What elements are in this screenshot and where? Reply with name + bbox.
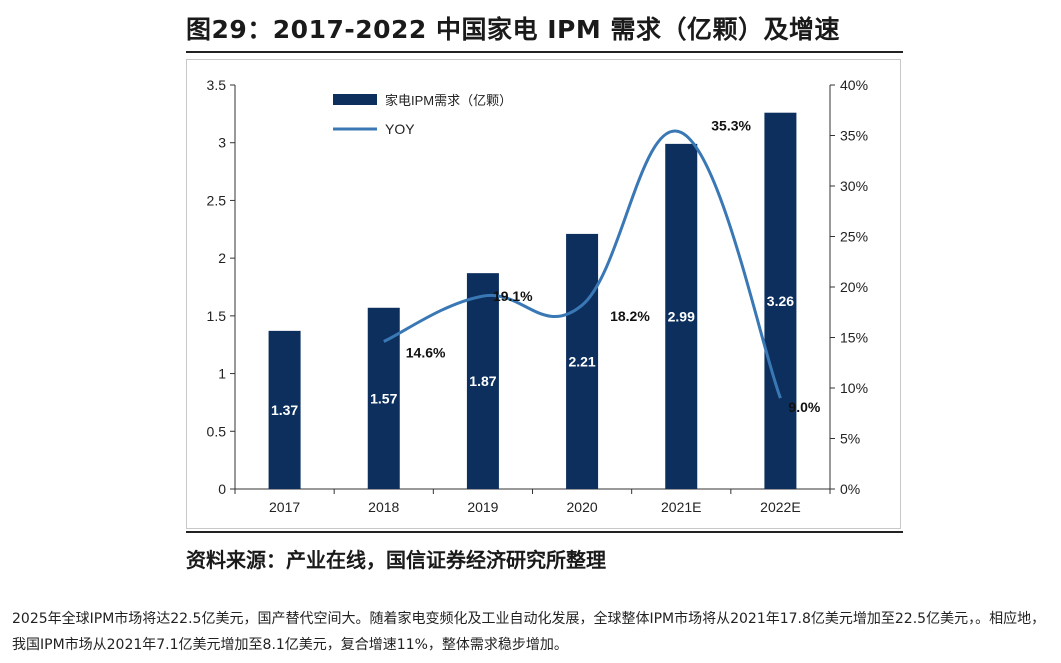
left-axis-tick-label: 1 <box>218 366 226 382</box>
chart-svg: 0 0.5 1 1.5 2 2.5 3 3.5 0% 5% 10% 15% 20% 25% 30% 35% 40… <box>207 77 869 515</box>
figure-title: 图29：2017-2022 中国家电 IPM 需求（亿颗）及增速 <box>186 15 840 44</box>
bar <box>268 330 301 489</box>
yoy-value-label: 19.1% <box>493 288 533 304</box>
bar-value-label: 3.26 <box>767 293 794 309</box>
axes: 0 0.5 1 1.5 2 2.5 3 3.5 0% 5% 10% 15% 20% 25% 30% 35% 40… <box>207 77 869 515</box>
title-divider <box>186 51 903 53</box>
right-axis-tick-label: 15% <box>840 330 868 346</box>
bar-value-label: 2.99 <box>668 308 695 324</box>
left-axis-tick-label: 3 <box>218 135 226 151</box>
bar-value-label: 2.21 <box>568 353 595 369</box>
yoy-value-label: 35.3% <box>711 117 751 133</box>
x-axis-tick-label: 2020 <box>567 499 598 515</box>
source-note: 资料来源：产业在线，国信证券经济研究所整理 <box>186 548 606 572</box>
left-axis-tick-label: 1.5 <box>207 308 227 324</box>
left-axis-tick-label: 0.5 <box>207 423 227 439</box>
legend-bar-label: 家电IPM需求（亿颗） <box>385 93 512 108</box>
body-paragraph: 2025年全球IPM市场将达22.5亿美元，国产替代空间大。随着家电变频化及工业… <box>12 611 1046 653</box>
x-axis-tick-label: 2018 <box>368 499 399 515</box>
bar <box>466 273 499 489</box>
yoy-value-label: 18.2% <box>610 308 650 324</box>
x-axis-tick-label: 2022E <box>760 499 800 515</box>
left-axis-tick-label: 3.5 <box>207 77 227 93</box>
right-axis-tick-label: 30% <box>840 178 868 194</box>
right-axis-tick-label: 0% <box>840 481 860 497</box>
x-axis-tick-label: 2017 <box>269 499 300 515</box>
right-axis-tick-label: 5% <box>840 431 860 447</box>
bar <box>764 112 797 490</box>
left-axis-tick-label: 0 <box>218 481 226 497</box>
yoy-line <box>383 129 782 399</box>
legend-bar-swatch <box>333 94 377 105</box>
right-axis-tick-label: 25% <box>840 229 868 245</box>
x-axis-tick-label: 2021E <box>661 499 701 515</box>
bar-value-label: 1.37 <box>271 402 298 418</box>
chart-bottom-divider <box>186 531 903 533</box>
bar-value-label: 1.57 <box>370 390 397 406</box>
yoy-value-label: 9.0% <box>788 399 820 415</box>
line-series: 14.6% 19.1% 18.2% 35.3% 9.0% <box>383 117 821 415</box>
x-axis-tick-label: 2019 <box>467 499 498 515</box>
bar-series: 1.37 1.57 1.87 2.21 2.99 3.26 <box>268 112 797 490</box>
chart-frame: 0 0.5 1 1.5 2 2.5 3 3.5 0% 5% 10% 15% 20% 25% 30% 35% 40… <box>186 59 901 529</box>
bar <box>566 233 599 489</box>
bar-value-label: 1.87 <box>469 373 496 389</box>
left-axis-tick-label: 2 <box>218 250 226 266</box>
bar <box>665 143 698 489</box>
right-axis-tick-label: 20% <box>840 279 868 295</box>
bar <box>367 307 400 489</box>
right-axis-tick-label: 40% <box>840 77 868 93</box>
yoy-value-label: 14.6% <box>406 345 446 361</box>
legend-line-label: YOY <box>385 121 415 137</box>
legend: 家电IPM需求（亿颗） YOY <box>333 93 512 137</box>
left-axis-tick-label: 2.5 <box>207 192 227 208</box>
right-axis-tick-label: 10% <box>840 380 868 396</box>
right-axis-tick-label: 35% <box>840 128 868 144</box>
